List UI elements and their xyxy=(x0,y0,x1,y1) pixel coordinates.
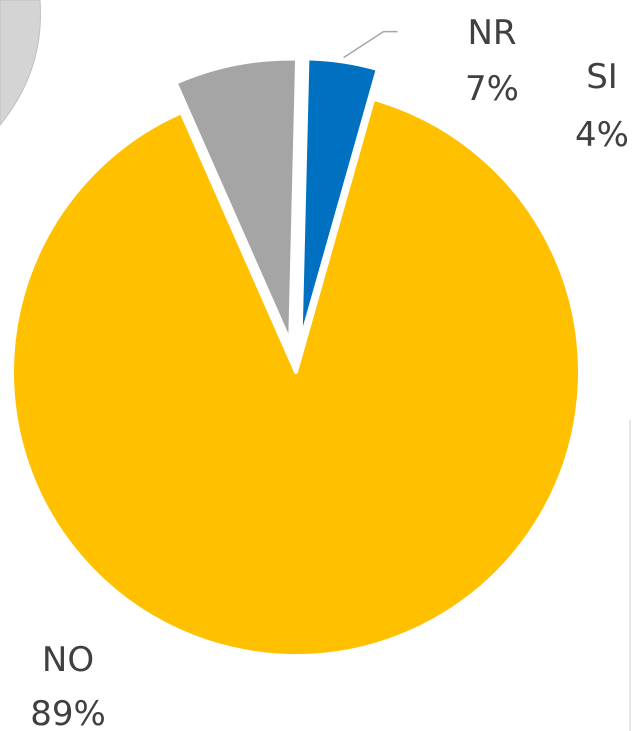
slice-label-si: SI xyxy=(586,57,618,97)
pie-slices xyxy=(10,56,582,658)
pie-slice-no xyxy=(10,96,582,658)
leader-lines xyxy=(343,30,398,59)
data-labels: NO 89% NR 7% SI 4% xyxy=(30,13,629,731)
leader-line-si xyxy=(343,30,398,59)
slice-value-nr: 7% xyxy=(465,69,519,109)
pie-slice-si xyxy=(298,56,380,345)
adjacent-chart-fragment xyxy=(0,0,41,126)
slice-label-nr: NR xyxy=(467,13,516,53)
slice-label-no: NO xyxy=(42,640,94,680)
slice-value-no: 89% xyxy=(30,694,106,731)
pie-slice-nr xyxy=(173,56,300,345)
slice-value-si: 4% xyxy=(575,115,629,155)
